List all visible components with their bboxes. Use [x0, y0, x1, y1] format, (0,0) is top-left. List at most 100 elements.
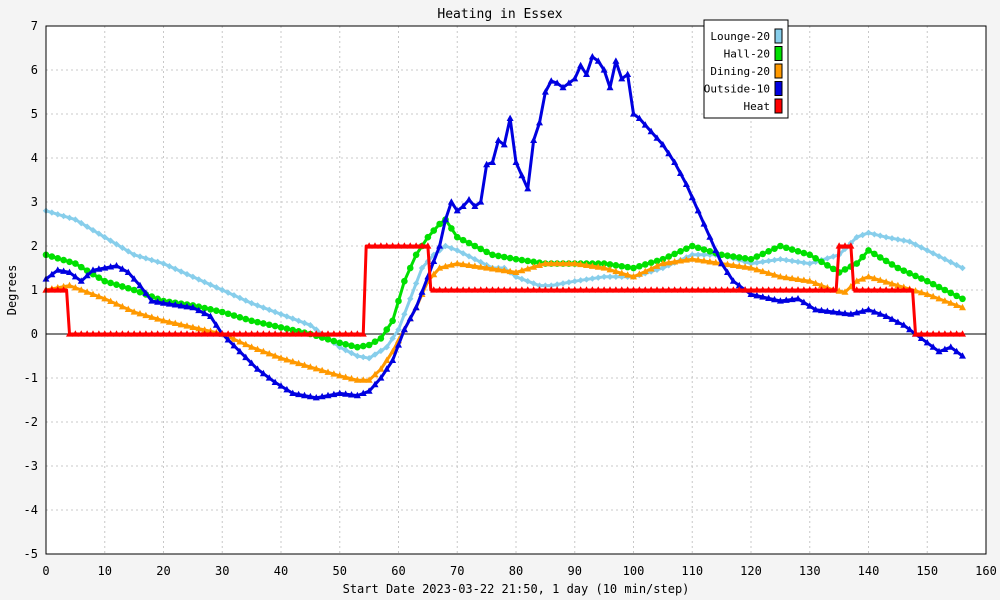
data-point	[289, 330, 297, 337]
data-point	[689, 251, 696, 258]
plot-frame	[45, 25, 987, 555]
data-point	[283, 330, 291, 337]
data-point	[524, 257, 532, 265]
data-point	[289, 315, 296, 322]
data-point	[594, 286, 602, 293]
data-point	[865, 273, 872, 280]
data-point	[823, 286, 831, 293]
data-point	[183, 270, 191, 278]
data-point	[171, 301, 179, 308]
data-point	[882, 278, 890, 285]
data-point	[671, 250, 678, 258]
data-point	[606, 83, 614, 91]
data-point	[941, 256, 949, 263]
data-point	[465, 196, 473, 203]
data-point	[818, 286, 825, 293]
y-tick-label: 6	[31, 63, 38, 77]
data-point	[248, 343, 256, 350]
data-point	[224, 289, 232, 296]
data-point	[213, 307, 220, 314]
data-point	[494, 136, 502, 143]
data-point	[923, 277, 931, 285]
data-point	[60, 256, 67, 264]
data-point	[201, 309, 209, 317]
data-point	[947, 299, 955, 306]
x-axis-label: Start Date 2023-03-22 21:50, 1 day (10 m…	[343, 582, 690, 596]
data-point	[918, 275, 925, 282]
y-tick-label: 0	[31, 327, 38, 341]
data-point	[865, 229, 872, 236]
data-point	[66, 281, 73, 289]
y-tick-label: -4	[24, 503, 38, 517]
data-point	[324, 335, 332, 343]
data-point	[765, 247, 772, 255]
legend-swatch	[774, 63, 783, 79]
data-point	[189, 323, 197, 330]
data-point	[635, 114, 643, 121]
data-point	[553, 286, 561, 293]
data-point	[512, 268, 520, 275]
data-point	[113, 262, 120, 269]
data-point	[318, 366, 326, 374]
data-point	[324, 330, 332, 337]
data-point	[307, 322, 314, 329]
data-point	[295, 359, 303, 367]
data-point	[295, 317, 302, 324]
data-point	[636, 262, 643, 270]
data-point	[541, 88, 549, 95]
data-point	[888, 315, 896, 322]
data-point	[912, 272, 919, 280]
data-point	[729, 277, 737, 284]
data-point	[712, 246, 720, 253]
data-point	[136, 330, 144, 337]
data-point	[248, 317, 255, 325]
data-point	[894, 281, 902, 289]
legend-label: Outside-10	[704, 83, 770, 96]
data-point	[641, 121, 649, 128]
x-tick-label: 110	[681, 564, 703, 578]
data-point	[824, 255, 831, 262]
data-point	[212, 321, 220, 328]
data-point	[735, 281, 743, 289]
data-point	[254, 365, 261, 372]
legend-swatch	[774, 81, 783, 96]
data-point	[794, 258, 802, 266]
data-point	[136, 253, 144, 260]
data-point	[859, 253, 866, 261]
data-point	[518, 286, 526, 293]
legend-label: Heat	[744, 100, 771, 113]
data-point	[559, 280, 567, 287]
data-point	[72, 260, 79, 267]
data-point	[254, 318, 261, 326]
data-point	[401, 311, 408, 318]
data-point	[553, 259, 561, 267]
data-point	[236, 294, 244, 302]
data-point	[659, 264, 667, 272]
data-point	[653, 262, 661, 269]
data-point	[348, 330, 355, 337]
data-point	[647, 265, 655, 272]
data-point	[665, 253, 673, 260]
data-point	[536, 282, 543, 289]
data-point	[430, 227, 438, 234]
data-point	[330, 390, 338, 398]
data-point	[471, 256, 479, 263]
data-point	[641, 267, 649, 275]
data-point	[612, 267, 620, 275]
data-point	[688, 286, 696, 293]
data-point	[201, 304, 208, 312]
data-point	[812, 306, 820, 313]
data-point	[600, 286, 608, 293]
data-point	[477, 198, 485, 205]
data-point	[395, 341, 402, 348]
data-point	[900, 237, 907, 244]
data-point	[923, 290, 931, 297]
data-point	[71, 273, 79, 280]
data-point	[359, 342, 367, 350]
data-point	[113, 330, 120, 337]
data-point	[677, 247, 684, 255]
data-point	[677, 286, 684, 293]
data-point	[724, 268, 731, 275]
data-point	[224, 336, 232, 343]
data-point	[759, 293, 767, 300]
